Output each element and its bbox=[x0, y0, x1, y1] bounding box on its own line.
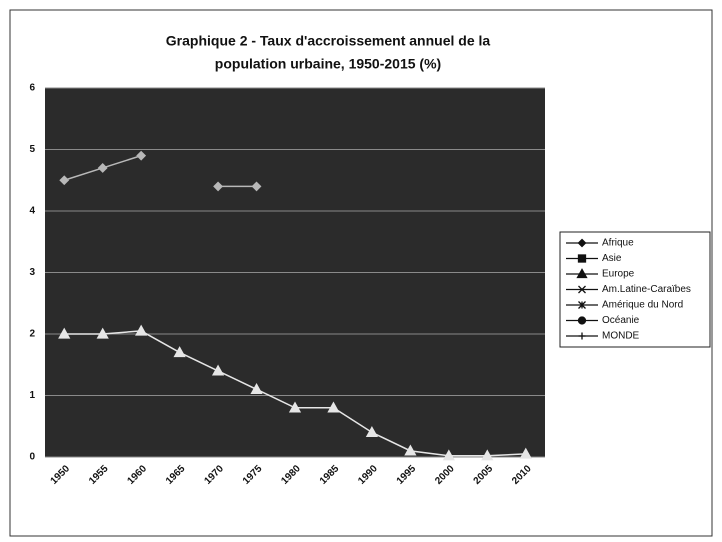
point bbox=[96, 327, 109, 339]
point bbox=[250, 383, 263, 395]
legend-marker bbox=[576, 268, 588, 279]
point bbox=[136, 150, 147, 161]
legend-marker bbox=[578, 332, 586, 340]
legend-label: Amérique du Nord bbox=[602, 300, 683, 311]
point bbox=[135, 324, 148, 336]
point bbox=[213, 181, 223, 192]
point bbox=[58, 327, 71, 339]
point bbox=[365, 426, 379, 438]
point bbox=[59, 175, 70, 186]
point bbox=[173, 346, 186, 358]
point bbox=[211, 364, 225, 376]
chart-title: population urbaine, 1950-2015 (%) bbox=[215, 56, 441, 72]
legend-label: Océanie bbox=[602, 315, 640, 326]
point bbox=[481, 449, 494, 461]
legend-marker bbox=[578, 301, 586, 309]
point bbox=[97, 163, 108, 173]
y-tick-label: 3 bbox=[29, 267, 35, 278]
point bbox=[251, 181, 262, 192]
y-tick-label: 0 bbox=[29, 452, 35, 463]
legend-label: Afrique bbox=[602, 238, 634, 249]
legend-label: Asie bbox=[602, 253, 622, 264]
chart-title: Graphique 2 - Taux d'accroissement annue… bbox=[166, 33, 491, 49]
legend-marker bbox=[577, 316, 587, 325]
y-tick-label: 1 bbox=[29, 390, 35, 401]
y-tick-label: 4 bbox=[29, 206, 35, 217]
legend-marker bbox=[577, 238, 587, 248]
legend-label: Am.Latine-Caraïbes bbox=[602, 284, 691, 295]
legend-label: MONDE bbox=[602, 331, 640, 342]
point bbox=[327, 401, 340, 413]
y-tick-label: 5 bbox=[29, 144, 35, 155]
point bbox=[288, 401, 302, 413]
y-tick-label: 6 bbox=[29, 83, 35, 94]
point bbox=[404, 444, 417, 456]
legend-marker bbox=[578, 285, 586, 294]
legend-label: Europe bbox=[602, 269, 635, 280]
legend-marker bbox=[577, 254, 587, 263]
point bbox=[442, 449, 455, 461]
y-tick-label: 2 bbox=[29, 329, 35, 340]
point bbox=[519, 447, 532, 459]
